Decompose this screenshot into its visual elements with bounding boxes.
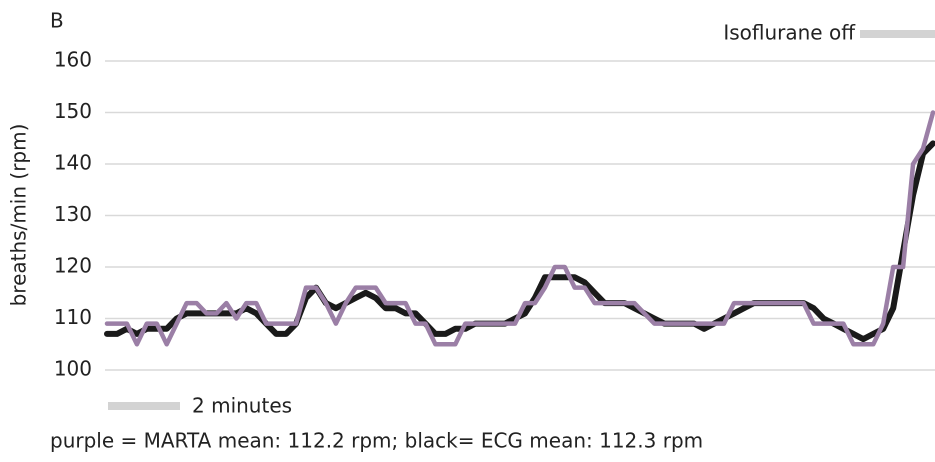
annotation: 2 minutes bbox=[192, 394, 292, 418]
series-line bbox=[104, 110, 935, 347]
annotation: Isoflurane off bbox=[723, 21, 856, 45]
y-tick-label: 150 bbox=[54, 99, 92, 123]
y-axis-label: breaths/min (rpm) bbox=[7, 124, 31, 307]
chart-title: B bbox=[50, 9, 64, 33]
y-tick-label: 160 bbox=[54, 48, 92, 72]
caption: purple = MARTA mean: 112.2 rpm; black= E… bbox=[50, 429, 703, 453]
y-tick-label: 130 bbox=[54, 202, 92, 226]
y-tick-label: 110 bbox=[54, 305, 92, 329]
y-tick-label: 100 bbox=[54, 357, 92, 381]
annotation-bar bbox=[860, 30, 935, 38]
scale-bar bbox=[108, 402, 180, 410]
y-tick-label: 120 bbox=[54, 254, 92, 278]
y-tick-label: 140 bbox=[54, 151, 92, 175]
